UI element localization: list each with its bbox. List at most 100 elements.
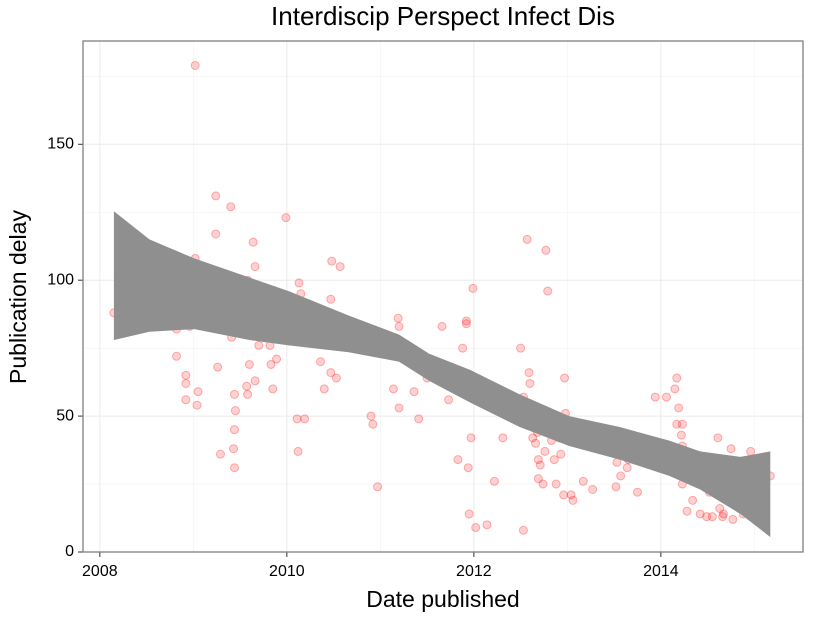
point [190,60,200,70]
point [566,490,576,500]
point [248,237,258,247]
point [661,392,671,402]
point [230,406,240,416]
point [560,373,570,383]
point [393,313,403,323]
point [611,482,621,492]
point [229,463,239,473]
point [244,359,254,369]
point [616,471,626,481]
point [229,444,239,454]
point [229,389,239,399]
point [281,213,291,223]
point [319,384,329,394]
point [215,449,225,459]
y-tick-label: 0 [65,543,74,560]
point [326,368,336,378]
point [632,487,642,497]
point [268,384,278,394]
point [226,202,236,212]
point [728,514,738,524]
y-tick-label: 100 [47,271,74,288]
point [518,525,528,535]
point [650,392,660,402]
point [464,509,474,519]
point [466,433,476,443]
point [707,512,717,522]
x-tick-label: 2014 [643,563,679,580]
point [549,455,559,465]
point [394,403,404,413]
point [294,278,304,288]
point [531,438,541,448]
point [551,479,561,489]
point [242,381,252,391]
point [695,509,705,519]
point [458,343,468,353]
point [193,387,203,397]
point [533,455,543,465]
point [316,357,326,367]
point [528,433,538,443]
point [254,340,264,350]
point [172,351,182,361]
point [719,509,729,519]
point [394,321,404,331]
point [453,455,463,465]
point [746,446,756,456]
point [489,476,499,486]
point [414,414,424,424]
point [676,430,686,440]
point [568,495,578,505]
point [461,319,471,329]
point [672,373,682,383]
point [293,446,303,456]
y-tick-label: 150 [47,136,74,153]
point [368,419,378,429]
point [559,490,569,500]
point [326,294,336,304]
point [588,484,598,494]
point [444,395,454,405]
point [211,191,221,201]
point [726,444,736,454]
y-tick-label: 50 [56,407,74,424]
point [578,476,588,486]
point [522,234,532,244]
panel-border [82,40,804,553]
point [622,463,632,473]
point [213,362,223,372]
chart-title: Interdiscip Perspect Infect Dis [271,1,615,31]
point [211,229,221,239]
point [373,482,383,492]
point [335,262,345,272]
x-tick-label: 2008 [82,563,118,580]
point [702,512,712,522]
point [250,376,260,386]
x-tick-label: 2012 [456,563,492,580]
point [715,504,725,514]
point [229,425,239,435]
point [516,343,526,353]
point [533,474,543,484]
point [250,262,260,272]
point [366,411,376,421]
point [524,368,534,378]
point [243,389,253,399]
point [672,419,682,429]
point [463,463,473,473]
point [181,370,191,380]
point [437,321,447,331]
point [409,387,419,397]
point [181,378,191,388]
point [272,354,282,364]
point [688,495,698,505]
x-axis-title: Date published [366,586,519,612]
point [461,316,471,326]
point [535,460,545,470]
point [540,446,550,456]
point [525,378,535,388]
point [498,433,508,443]
point [181,395,191,405]
